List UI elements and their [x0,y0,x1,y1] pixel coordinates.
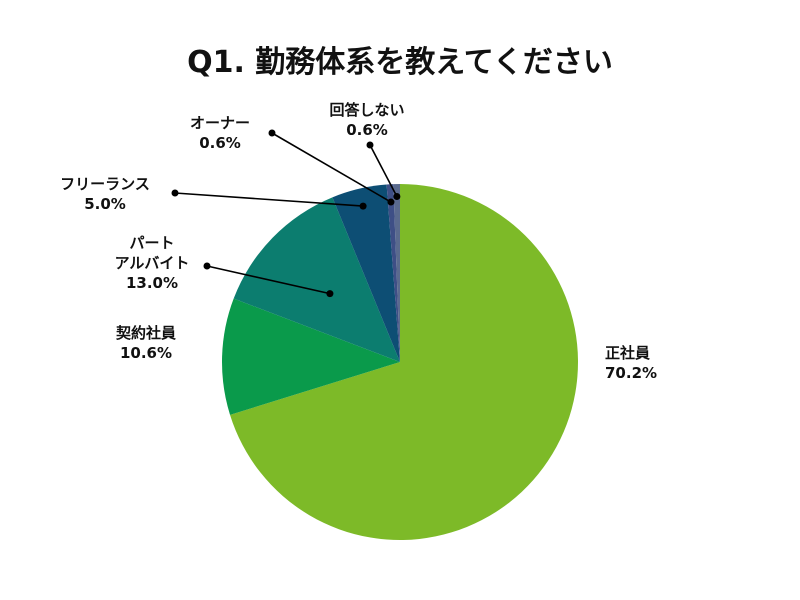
value-seishain: 70.2% [605,364,657,382]
slice-freelance [332,184,400,362]
leader-line [174,192,364,207]
slice-owner [386,184,400,362]
value-no-answer: 0.6% [346,121,388,139]
leader-line [369,144,398,197]
label-freelance: フリーランス [60,175,150,193]
chart-title: Q1. 勤務体系を教えてください [187,45,613,80]
slice-seishain [230,184,578,540]
label-owner: オーナー [190,114,250,132]
leader-line [206,265,331,295]
leader-dot [393,192,401,200]
value-part: 13.0% [126,274,178,292]
leader-dot [366,141,374,149]
label-part-line2: アルバイト [115,254,190,272]
slice-no-answer [393,184,400,362]
label-seishain: 正社員 [605,344,650,362]
label-keiyaku: 契約社員 [115,324,176,342]
pie-slices [221,184,578,540]
label-no-answer: 回答しない [329,101,404,119]
slice-part-arbeit [233,197,400,362]
leader-dot [203,262,211,270]
leader-dot [268,129,276,137]
leader-dot [171,189,179,197]
value-keiyaku: 10.6% [120,344,172,362]
value-freelance: 5.0% [84,195,126,213]
leader-dot [359,202,367,210]
leader-lines [171,129,401,298]
leader-dot [387,198,395,206]
label-part-line1: パート [129,234,174,252]
leader-dot [326,290,334,298]
leader-line [271,132,392,203]
slice-keiyaku [221,298,400,415]
value-owner: 0.6% [199,134,241,152]
